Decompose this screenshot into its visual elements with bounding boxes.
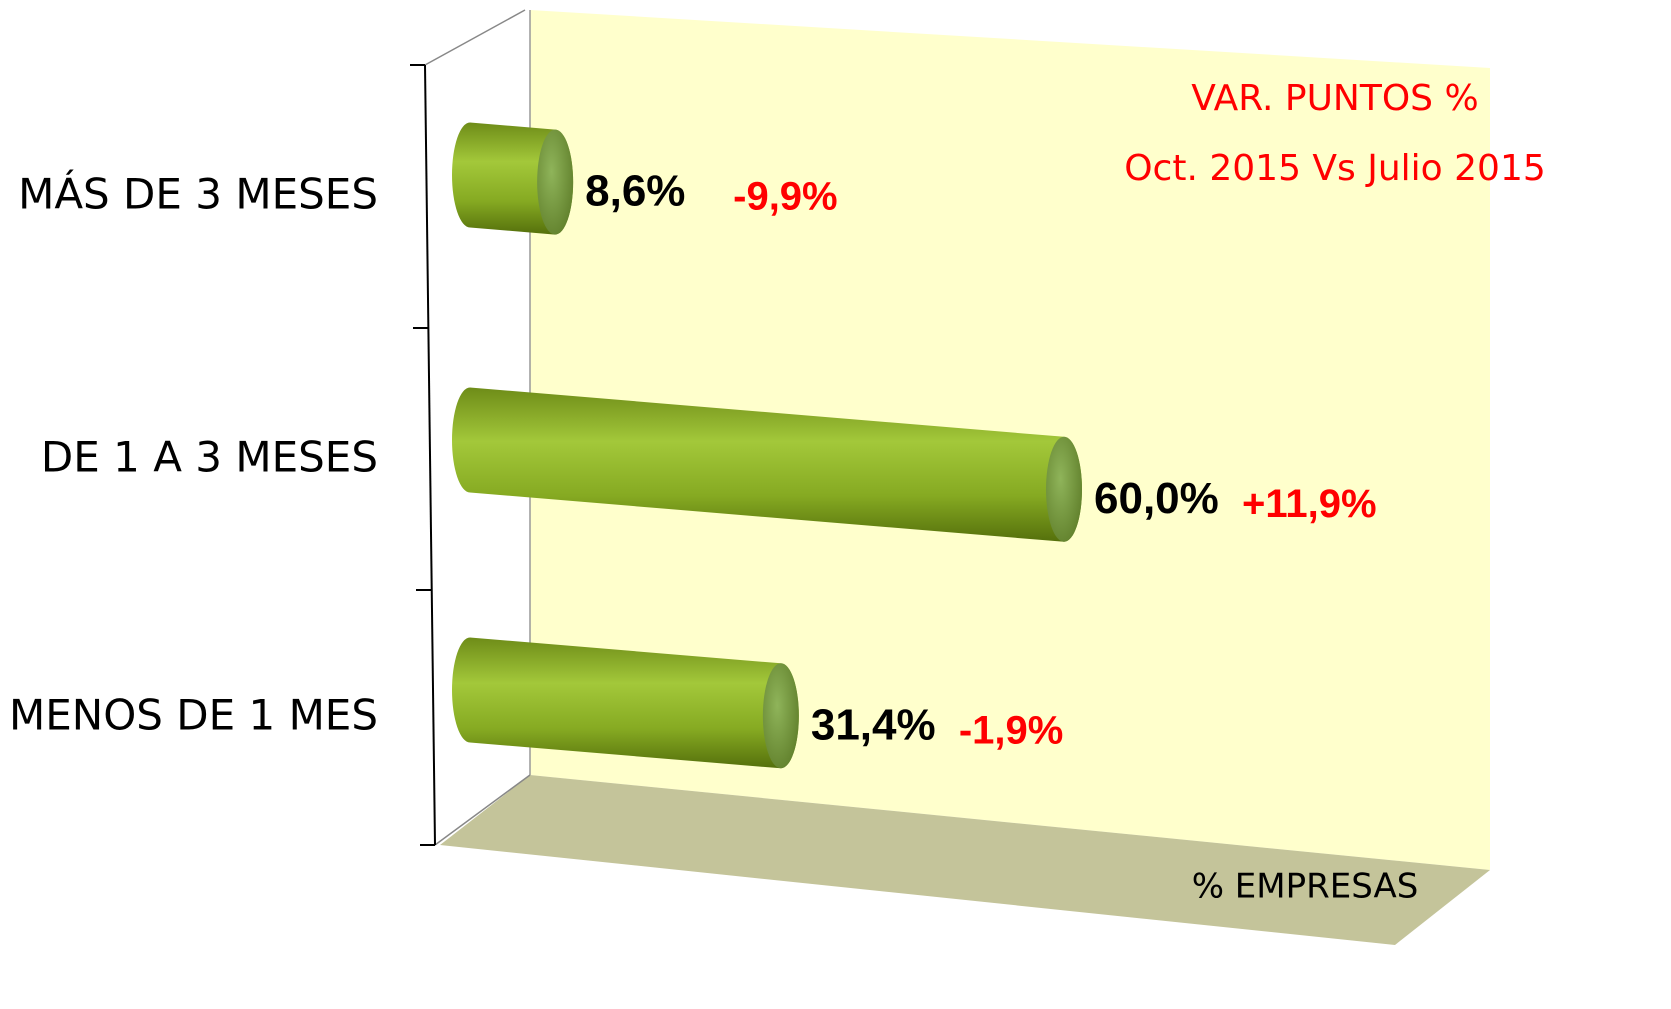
category-label: DE 1 A 3 MESES xyxy=(41,433,378,482)
bar-cap xyxy=(537,129,574,235)
axis-edge xyxy=(434,774,531,846)
annotation: VAR. PUNTOS % xyxy=(1191,78,1478,119)
y-axis xyxy=(424,64,436,846)
floor xyxy=(440,775,1490,945)
axis-edge xyxy=(424,9,526,66)
bar-cap xyxy=(1046,436,1082,542)
change-label: -9,9% xyxy=(733,175,838,219)
value-label: 31,4% xyxy=(811,700,936,749)
change-label: +11,9% xyxy=(1242,482,1377,526)
bar xyxy=(452,387,1082,542)
bar-cap xyxy=(762,663,799,769)
category-label: MENOS DE 1 MES xyxy=(9,691,378,740)
annotation: Oct. 2015 Vs Julio 2015 xyxy=(1124,148,1546,189)
bar xyxy=(452,637,799,769)
category-label: MÁS DE 3 MESES xyxy=(18,169,378,219)
x-axis-label: % EMPRESAS xyxy=(1192,867,1419,907)
change-label: -1,9% xyxy=(959,708,1064,752)
value-label: 8,6% xyxy=(585,167,685,216)
value-label: 60,0% xyxy=(1094,474,1219,523)
